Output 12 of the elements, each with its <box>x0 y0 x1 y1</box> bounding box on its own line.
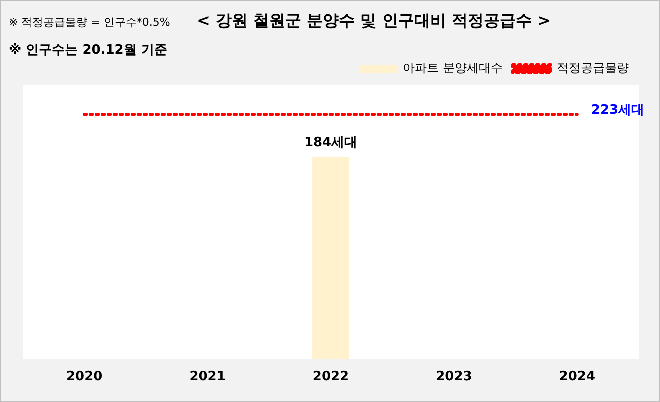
legend-label: 아파트 분양세대수 <box>403 61 504 76</box>
x-tick-label: 2023 <box>436 370 472 385</box>
chart-title: < 강원 철원군 분양수 및 인구대비 적정공급수 > <box>197 11 551 32</box>
text: ※ 인구수는 20.12월 기준 <box>9 42 168 59</box>
x-tick-label: 2024 <box>559 370 596 385</box>
x-tick-label: 2022 <box>312 370 350 385</box>
data-label: 223세대 <box>591 103 645 118</box>
x-tick-label: 2020 <box>66 370 103 385</box>
text: ※ 적정공급물량 = 인구수*0.5% <box>9 15 170 30</box>
legend-label: 적정공급물량 <box>557 61 629 76</box>
data-label: 184세대 <box>304 135 358 150</box>
x-tick-label: 2021 <box>190 370 226 385</box>
